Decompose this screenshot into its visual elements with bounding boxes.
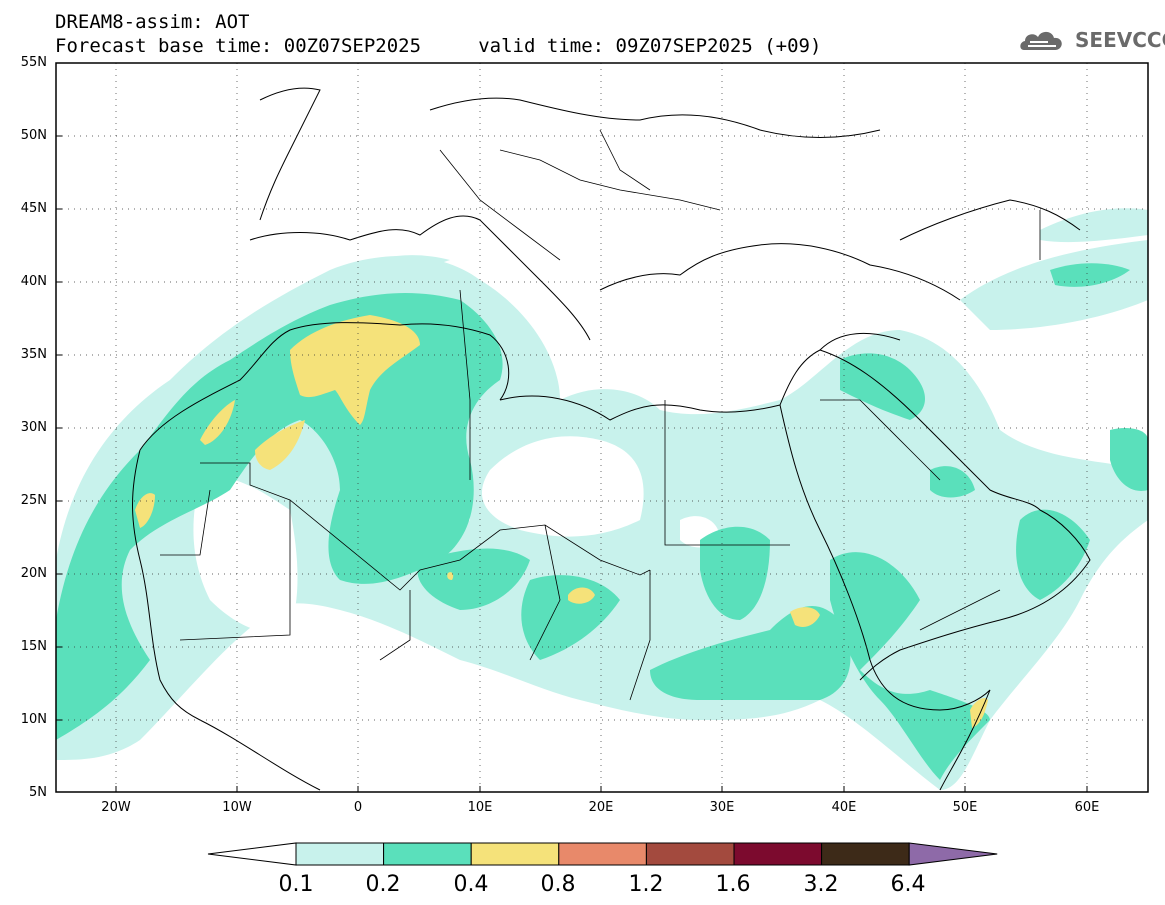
colorbar-cell-3	[470, 842, 560, 866]
lon-label-10w: 10W	[222, 800, 252, 815]
lat-label-15n: 15N	[20, 639, 47, 654]
lon-label-50e: 50E	[952, 800, 978, 815]
lat-label-10n: 10N	[20, 712, 47, 727]
lat-label-40n: 40N	[20, 274, 47, 289]
colorbar-label-4: 1.2	[628, 872, 664, 897]
lat-label-30n: 30N	[20, 420, 47, 435]
colorbar-label-0: 0.1	[278, 872, 314, 897]
lon-label-10e: 10E	[467, 800, 493, 815]
aot-contour-mid	[56, 263, 1148, 780]
lon-label-60e: 60E	[1074, 800, 1100, 815]
colorbar-label-1: 0.2	[365, 872, 401, 897]
lat-label-55n: 55N	[20, 55, 47, 70]
colorbar-cell-5	[645, 842, 735, 866]
axis-ticks	[56, 62, 1088, 792]
colorbar-over-triangle	[908, 842, 998, 866]
colorbar-cell-4	[558, 842, 647, 866]
lon-label-20e: 20E	[588, 800, 614, 815]
colorbar-cell-6	[733, 842, 823, 866]
lat-label-35n: 35N	[20, 347, 47, 362]
country-borders	[160, 129, 1041, 701]
aot-contour-high	[135, 315, 988, 728]
colorbar-label-3: 0.8	[540, 872, 576, 897]
colorbar-label-2: 0.4	[453, 872, 489, 897]
lon-label-30e: 30E	[709, 800, 735, 815]
lat-label-20n: 20N	[20, 566, 47, 581]
lon-label-40e: 40E	[831, 800, 857, 815]
lon-label-20w: 20W	[101, 800, 131, 815]
colorbar-label-5: 1.6	[715, 872, 751, 897]
lat-label-5n: 5N	[29, 785, 47, 800]
colorbar-under-triangle	[207, 842, 297, 866]
colorbar-label-6: 3.2	[803, 872, 839, 897]
colorbar-cell-7	[821, 842, 910, 866]
cloud-logo-icon	[1020, 31, 1062, 50]
lat-label-45n: 45N	[20, 201, 47, 216]
lat-label-50n: 50N	[20, 128, 47, 143]
lat-lon-grid	[56, 63, 1148, 792]
aot-holes	[193, 436, 720, 633]
title-line-2: Forecast base time: 00Z07SEP2025 valid t…	[55, 35, 822, 57]
colorbar-label-7: 6.4	[890, 872, 926, 897]
colorbar-cell-1	[295, 842, 385, 866]
coastlines	[132, 87, 1091, 791]
title-line-1: DREAM8-assim: AOT	[55, 11, 250, 33]
lon-label-0: 0	[353, 800, 363, 815]
logo-text: SEEVCCC	[1075, 28, 1165, 52]
lat-label-25n: 25N	[20, 493, 47, 508]
colorbar-cell-2	[383, 842, 472, 866]
